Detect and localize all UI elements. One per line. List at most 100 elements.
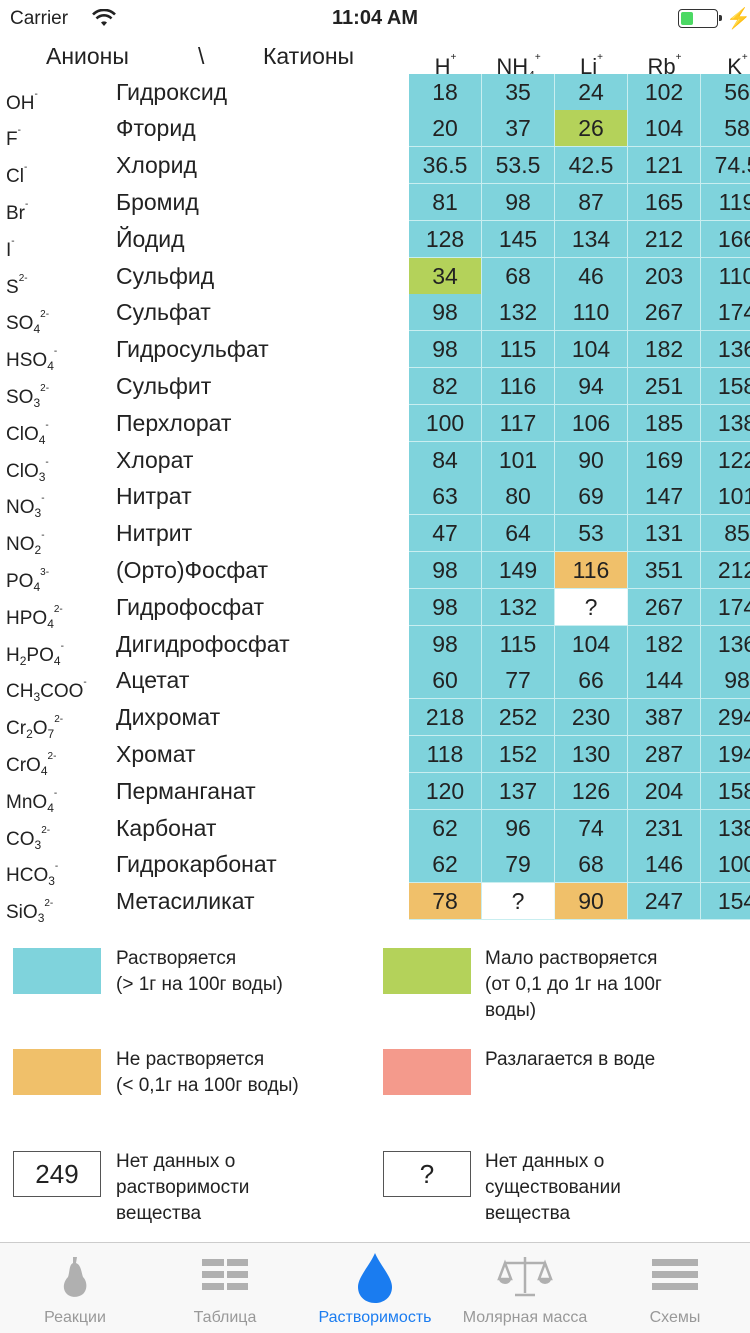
solubility-cell[interactable]: 182	[628, 331, 701, 369]
solubility-cell[interactable]: 81	[409, 183, 482, 221]
solubility-cell[interactable]: 100	[409, 404, 482, 442]
solubility-cell[interactable]: 35	[482, 73, 555, 111]
solubility-cell[interactable]: 267	[628, 294, 701, 332]
tab-table[interactable]: Таблица	[150, 1243, 300, 1333]
solubility-cell[interactable]: 62	[409, 846, 482, 884]
solubility-cell[interactable]: 20	[409, 110, 482, 148]
solubility-cell[interactable]: 118	[409, 735, 482, 773]
solubility-cell[interactable]: 98	[701, 662, 750, 700]
solubility-cell[interactable]: 294	[701, 699, 750, 737]
solubility-cell[interactable]: 154	[701, 883, 750, 921]
solubility-cell[interactable]: 145	[482, 220, 555, 258]
solubility-cell[interactable]: 165	[628, 183, 701, 221]
solubility-cell[interactable]: 230	[555, 699, 628, 737]
solubility-cell[interactable]: 169	[628, 441, 701, 479]
solubility-cell[interactable]: 351	[628, 551, 701, 589]
solubility-cell[interactable]: 66	[555, 662, 628, 700]
solubility-cell[interactable]: 85	[701, 515, 750, 553]
solubility-cell[interactable]: 136	[701, 331, 750, 369]
solubility-cell[interactable]: 185	[628, 404, 701, 442]
solubility-cell[interactable]: 204	[628, 772, 701, 810]
solubility-cell[interactable]: 82	[409, 367, 482, 405]
tab-reactions[interactable]: Реакции	[0, 1243, 150, 1333]
solubility-cell[interactable]: 96	[482, 809, 555, 847]
solubility-cell[interactable]: 63	[409, 478, 482, 516]
solubility-cell[interactable]: 98	[409, 625, 482, 663]
solubility-cell[interactable]: 74	[555, 809, 628, 847]
solubility-cell[interactable]: 128	[409, 220, 482, 258]
solubility-cell[interactable]: 79	[482, 846, 555, 884]
solubility-cell[interactable]: 247	[628, 883, 701, 921]
solubility-cell[interactable]: 137	[482, 772, 555, 810]
solubility-cell[interactable]: 37	[482, 110, 555, 148]
solubility-cell[interactable]: 231	[628, 809, 701, 847]
solubility-cell[interactable]: 18	[409, 73, 482, 111]
solubility-cell[interactable]: 116	[555, 551, 628, 589]
solubility-cell[interactable]: ?	[555, 588, 628, 626]
solubility-cell[interactable]: 64	[482, 515, 555, 553]
solubility-cell[interactable]: 90	[555, 883, 628, 921]
tab-solubility[interactable]: Растворимость	[300, 1243, 450, 1333]
tab-schemes[interactable]: Схемы	[600, 1243, 750, 1333]
solubility-cell[interactable]: 122	[701, 441, 750, 479]
solubility-cell[interactable]: 203	[628, 257, 701, 295]
solubility-cell[interactable]: 119	[701, 183, 750, 221]
solubility-cell[interactable]: 56	[701, 73, 750, 111]
solubility-cell[interactable]: 267	[628, 588, 701, 626]
solubility-cell[interactable]: 74.5	[701, 147, 750, 185]
solubility-cell[interactable]: 115	[482, 331, 555, 369]
solubility-cell[interactable]: 166	[701, 220, 750, 258]
solubility-cell[interactable]: 100	[701, 846, 750, 884]
solubility-cell[interactable]: 102	[628, 73, 701, 111]
solubility-cell[interactable]: 58	[701, 110, 750, 148]
solubility-cell[interactable]: 106	[555, 404, 628, 442]
solubility-cell[interactable]: 26	[555, 110, 628, 148]
solubility-cell[interactable]: ?	[482, 883, 555, 921]
solubility-cell[interactable]: 252	[482, 699, 555, 737]
solubility-cell[interactable]: 212	[628, 220, 701, 258]
solubility-cell[interactable]: 132	[482, 588, 555, 626]
solubility-cell[interactable]: 110	[555, 294, 628, 332]
solubility-cell[interactable]: 98	[409, 551, 482, 589]
solubility-cell[interactable]: 98	[409, 294, 482, 332]
solubility-cell[interactable]: 174	[701, 588, 750, 626]
solubility-cell[interactable]: 387	[628, 699, 701, 737]
solubility-cell[interactable]: 104	[555, 625, 628, 663]
solubility-cell[interactable]: 158	[701, 772, 750, 810]
solubility-cell[interactable]: 130	[555, 735, 628, 773]
tab-molar-mass[interactable]: Молярная масса	[450, 1243, 600, 1333]
solubility-cell[interactable]: 212	[701, 551, 750, 589]
solubility-cell[interactable]: 80	[482, 478, 555, 516]
solubility-cell[interactable]: 34	[409, 257, 482, 295]
solubility-cell[interactable]: 287	[628, 735, 701, 773]
solubility-cell[interactable]: 101	[482, 441, 555, 479]
solubility-cell[interactable]: 116	[482, 367, 555, 405]
solubility-cell[interactable]: 218	[409, 699, 482, 737]
solubility-cell[interactable]: 138	[701, 404, 750, 442]
solubility-cell[interactable]: 68	[482, 257, 555, 295]
solubility-cell[interactable]: 36.5	[409, 147, 482, 185]
solubility-cell[interactable]: 62	[409, 809, 482, 847]
solubility-cell[interactable]: 131	[628, 515, 701, 553]
solubility-cell[interactable]: 104	[628, 110, 701, 148]
solubility-cell[interactable]: 90	[555, 441, 628, 479]
solubility-cell[interactable]: 68	[555, 846, 628, 884]
solubility-cell[interactable]: 132	[482, 294, 555, 332]
solubility-cell[interactable]: 24	[555, 73, 628, 111]
solubility-cell[interactable]: 149	[482, 551, 555, 589]
solubility-cell[interactable]: 158	[701, 367, 750, 405]
solubility-cell[interactable]: 146	[628, 846, 701, 884]
solubility-cell[interactable]: 136	[701, 625, 750, 663]
solubility-cell[interactable]: 144	[628, 662, 701, 700]
solubility-cell[interactable]: 98	[409, 331, 482, 369]
solubility-cell[interactable]: 134	[555, 220, 628, 258]
solubility-cell[interactable]: 53	[555, 515, 628, 553]
solubility-cell[interactable]: 98	[409, 588, 482, 626]
solubility-cell[interactable]: 46	[555, 257, 628, 295]
solubility-cell[interactable]: 152	[482, 735, 555, 773]
solubility-cell[interactable]: 84	[409, 441, 482, 479]
solubility-cell[interactable]: 182	[628, 625, 701, 663]
solubility-cell[interactable]: 147	[628, 478, 701, 516]
solubility-cell[interactable]: 174	[701, 294, 750, 332]
solubility-cell[interactable]: 42.5	[555, 147, 628, 185]
